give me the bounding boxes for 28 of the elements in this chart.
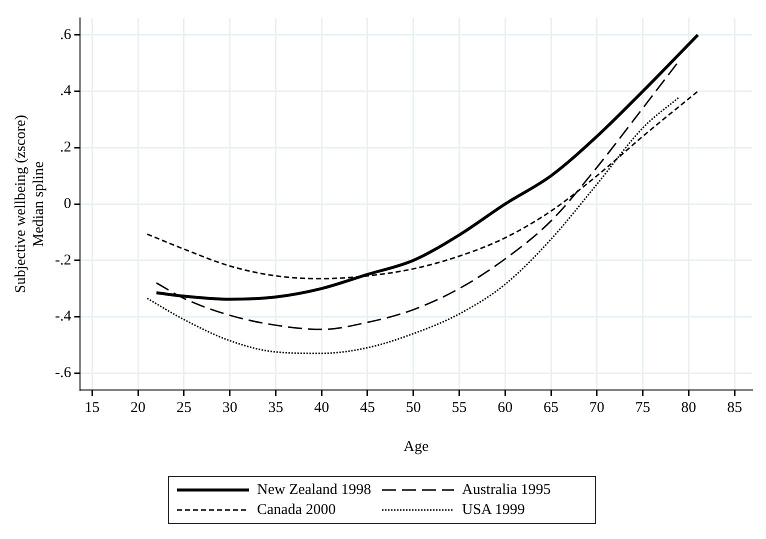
x-tick-label: 30	[222, 400, 238, 416]
x-tick-label: 85	[727, 400, 742, 416]
x-tick-label: 20	[130, 400, 146, 416]
x-tick-label: 70	[589, 400, 604, 416]
x-tick-label: 75	[635, 400, 650, 416]
x-tick-label: 15	[84, 400, 100, 416]
x-tick-label: 45	[360, 400, 375, 416]
x-tick-label: 60	[498, 400, 513, 416]
legend-label: Australia 1995	[462, 482, 551, 498]
y-axis-title: Subjective wellbeing (zscore) Median spline	[12, 114, 47, 294]
x-tick-label: 25	[176, 400, 192, 416]
x-tick-label: 35	[268, 400, 284, 416]
y-tick-label: .6	[60, 26, 72, 43]
legend-label: Canada 2000	[257, 502, 336, 518]
x-tick-label: 55	[452, 400, 467, 416]
y-tick-label: -.2	[54, 252, 72, 268]
x-tick-label: 65	[544, 400, 559, 416]
y-tick-label: .4	[60, 83, 72, 100]
x-tick-label: 50	[406, 400, 421, 416]
x-tick-label: 40	[314, 400, 330, 416]
y-tick-label: -.4	[54, 308, 72, 325]
y-tick-label: -.6	[54, 365, 72, 382]
x-axis-title: Age	[404, 438, 429, 455]
y-tick-label: .2	[60, 140, 72, 156]
legend-label: USA 1999	[462, 502, 525, 518]
x-tick-label: 80	[681, 400, 696, 416]
y-tick-label: 0	[64, 196, 72, 212]
legend-label: New Zealand 1998	[257, 482, 372, 498]
